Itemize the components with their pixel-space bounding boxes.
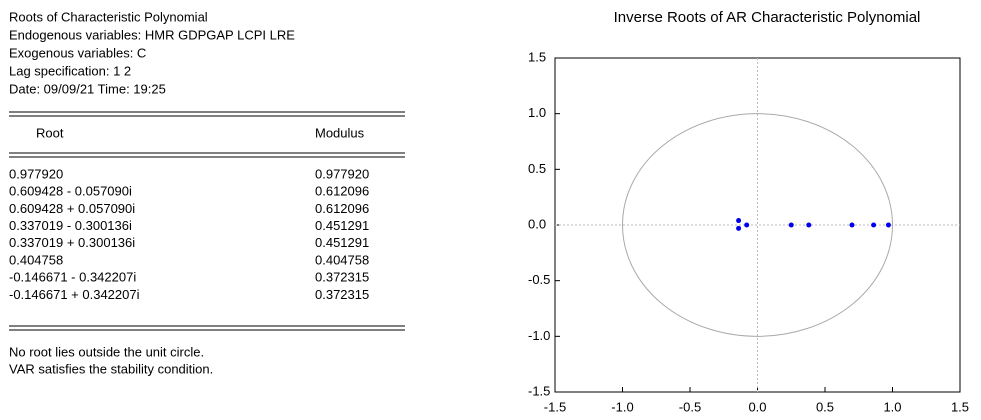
root-point [736,218,742,224]
table-body: 0.977920 0.977920 0.609428 - 0.057090i 0.61… [9,166,369,301]
x-tick-label: 0.5 [816,399,834,414]
modulus-cell: 0.372315 [315,287,369,302]
root-point [736,225,742,231]
root-point [788,222,794,228]
x-tick-label: 1.0 [883,399,901,414]
root-cell: 0.977920 [9,166,63,181]
root-cell: 0.609428 - 0.057090i [9,184,132,199]
modulus-cell: 0.451291 [315,235,369,250]
root-point [849,222,855,228]
header-line: Roots of Characteristic Polynomial [9,9,208,24]
column-header: Modulus [315,125,365,140]
y-tick-label: 0.5 [528,161,546,176]
header-line: Exogenous variables: C [9,45,146,60]
header: Roots of Characteristic Polynomial Endog… [9,9,295,96]
y-tick-label: 0.0 [528,216,546,231]
modulus-cell: 0.372315 [315,270,369,285]
column-header: Root [36,125,64,140]
header-line: Endogenous variables: HMR GDPGAP LCPI LR… [9,27,295,42]
root-cell: -0.146671 + 0.342207i [9,287,140,302]
modulus-cell: 0.612096 [315,184,369,199]
root-point [806,222,812,228]
note: No root lies outside the unit circle. [9,344,204,359]
modulus-cell: 0.612096 [315,201,369,216]
root-cell: 0.609428 + 0.057090i [9,201,135,216]
unit-circle [622,113,893,337]
modulus-cell: 0.977920 [315,166,369,181]
x-tick-label: 0.0 [748,399,766,414]
plot: -1.5 -1.0 -0.5 0.0 0.5 1.0 1.5 -1.5 -1.0 -0.5 0.0 0… [528,49,969,414]
root-cell: 0.337019 + 0.300136i [9,235,135,250]
y-tick-label: 1.0 [528,105,546,120]
y-tick-label: 1.5 [528,49,546,64]
root-cell: 0.404758 [9,252,63,267]
header-line: Lag specification: 1 2 [9,63,131,78]
header-line: Date: 09/09/21 Time: 19:25 [9,81,166,96]
x-tick-label: -1.5 [544,399,566,414]
y-tick-label: -1.5 [528,383,550,398]
root-point [871,222,877,228]
note: VAR satisfies the stability condition. [9,361,213,376]
x-tick-label: -0.5 [679,399,701,414]
root-cell: 0.337019 - 0.300136i [9,218,132,233]
y-tick-label: -1.0 [528,328,550,343]
chart-title: Inverse Roots of AR Characteristic Polyn… [614,9,921,26]
x-tick-label: -1.0 [611,399,633,414]
modulus-cell: 0.451291 [315,218,369,233]
modulus-cell: 0.404758 [315,252,369,267]
y-tick-label: -0.5 [528,272,550,287]
root-cell: -0.146671 - 0.342207i [9,270,136,285]
root-point [744,222,750,228]
root-point [885,222,891,228]
x-tick-label: 1.5 [951,399,969,414]
